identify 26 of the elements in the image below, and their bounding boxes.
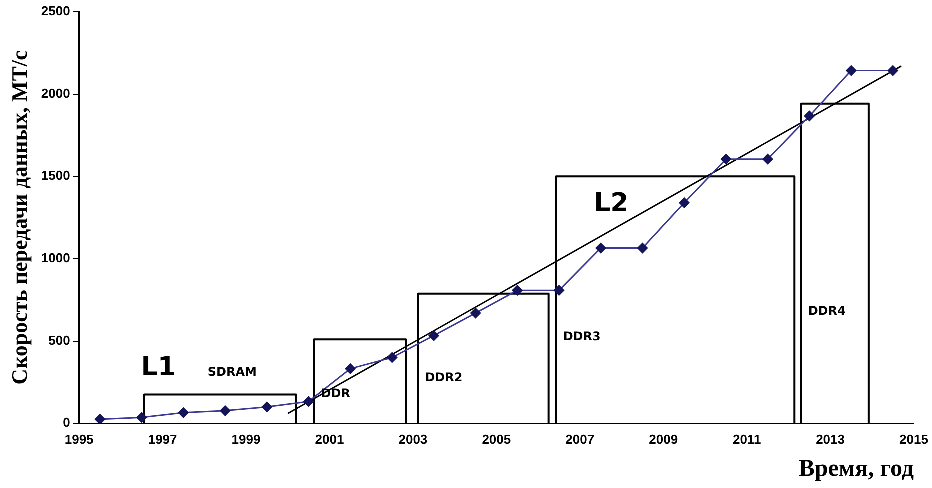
x-tick-label: 2007: [566, 432, 595, 447]
series-label: DDR4: [808, 304, 846, 318]
x-tick-label: 2003: [398, 432, 428, 447]
x-tick-label: 2009: [649, 432, 678, 447]
series-label: DDR3: [563, 329, 601, 344]
y-axis-title: Скорость передачи данных, МТ/с: [6, 50, 32, 385]
y-tick-label: 1000: [41, 250, 70, 266]
x-tick-label: 2013: [816, 432, 845, 447]
y-tick-label: 500: [48, 332, 70, 348]
x-axis-title: Время, год: [798, 456, 914, 482]
x-tick-label: 1997: [148, 432, 178, 447]
series-label: SDRAM: [208, 364, 257, 379]
annotation: L1: [141, 352, 176, 383]
annotation: L2: [594, 188, 629, 218]
x-tick-label: 2001: [315, 432, 344, 447]
y-tick-label: 2500: [41, 4, 70, 19]
x-tick-label: 2005: [482, 432, 512, 447]
x-tick-label: 2011: [732, 432, 762, 447]
x-tick-label: 2015: [900, 432, 928, 447]
series-label: DDR: [321, 386, 350, 400]
y-tick-label: 0: [63, 415, 70, 430]
y-tick-label: 1500: [41, 168, 70, 184]
y-tick-label: 2000: [41, 86, 70, 101]
series-label: DDR2: [425, 370, 463, 384]
x-tick-label: 1999: [232, 432, 261, 447]
x-tick-label: 1995: [64, 432, 94, 447]
